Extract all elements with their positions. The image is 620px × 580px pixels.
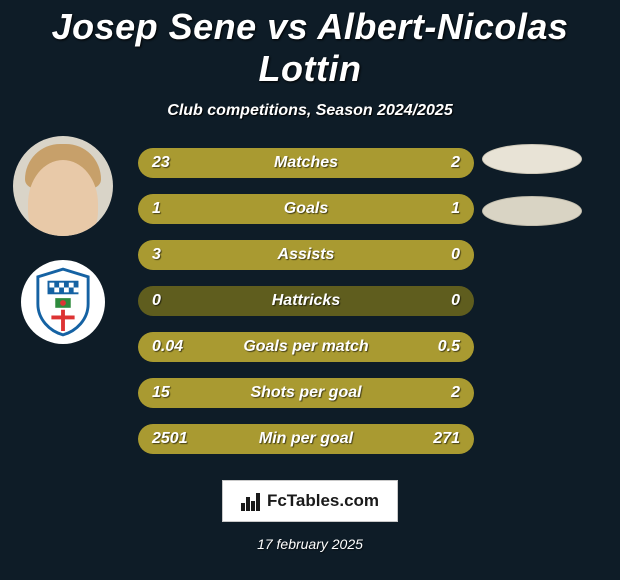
placeholder-ellipse — [482, 144, 582, 174]
stat-label: Goals per match — [138, 332, 474, 362]
stat-label: Assists — [138, 240, 474, 270]
left-avatars-column — [8, 136, 118, 344]
page-title: Josep Sene vs Albert-Nicolas Lottin — [0, 0, 620, 90]
player-avatar — [13, 136, 113, 236]
crest-icon — [34, 267, 92, 337]
stat-label: Goals — [138, 194, 474, 224]
brand-text: FcTables.com — [267, 491, 379, 511]
stat-row: 232Matches — [138, 148, 474, 178]
stat-row: 00Hattricks — [138, 286, 474, 316]
stat-label: Min per goal — [138, 424, 474, 454]
placeholder-ellipse — [482, 196, 582, 226]
stat-label: Hattricks — [138, 286, 474, 316]
stat-bars: 232Matches 11Goals 30Assists 00Hattricks 0.0… — [138, 148, 474, 454]
club-crest — [21, 260, 105, 344]
footer-date: 17 february 2025 — [0, 536, 620, 552]
stat-row: 11Goals — [138, 194, 474, 224]
stat-label: Matches — [138, 148, 474, 178]
right-avatars-column — [482, 144, 602, 248]
comparison-panel: 232Matches 11Goals 30Assists 00Hattricks 0.0… — [0, 148, 620, 454]
page-subtitle: Club competitions, Season 2024/2025 — [0, 102, 620, 120]
footer-brand-badge: FcTables.com — [222, 480, 398, 522]
stat-row: 2501271Min per goal — [138, 424, 474, 454]
stat-row: 0.040.5Goals per match — [138, 332, 474, 362]
stat-row: 30Assists — [138, 240, 474, 270]
brand-icon — [241, 491, 263, 511]
stat-row: 152Shots per goal — [138, 378, 474, 408]
stat-label: Shots per goal — [138, 378, 474, 408]
